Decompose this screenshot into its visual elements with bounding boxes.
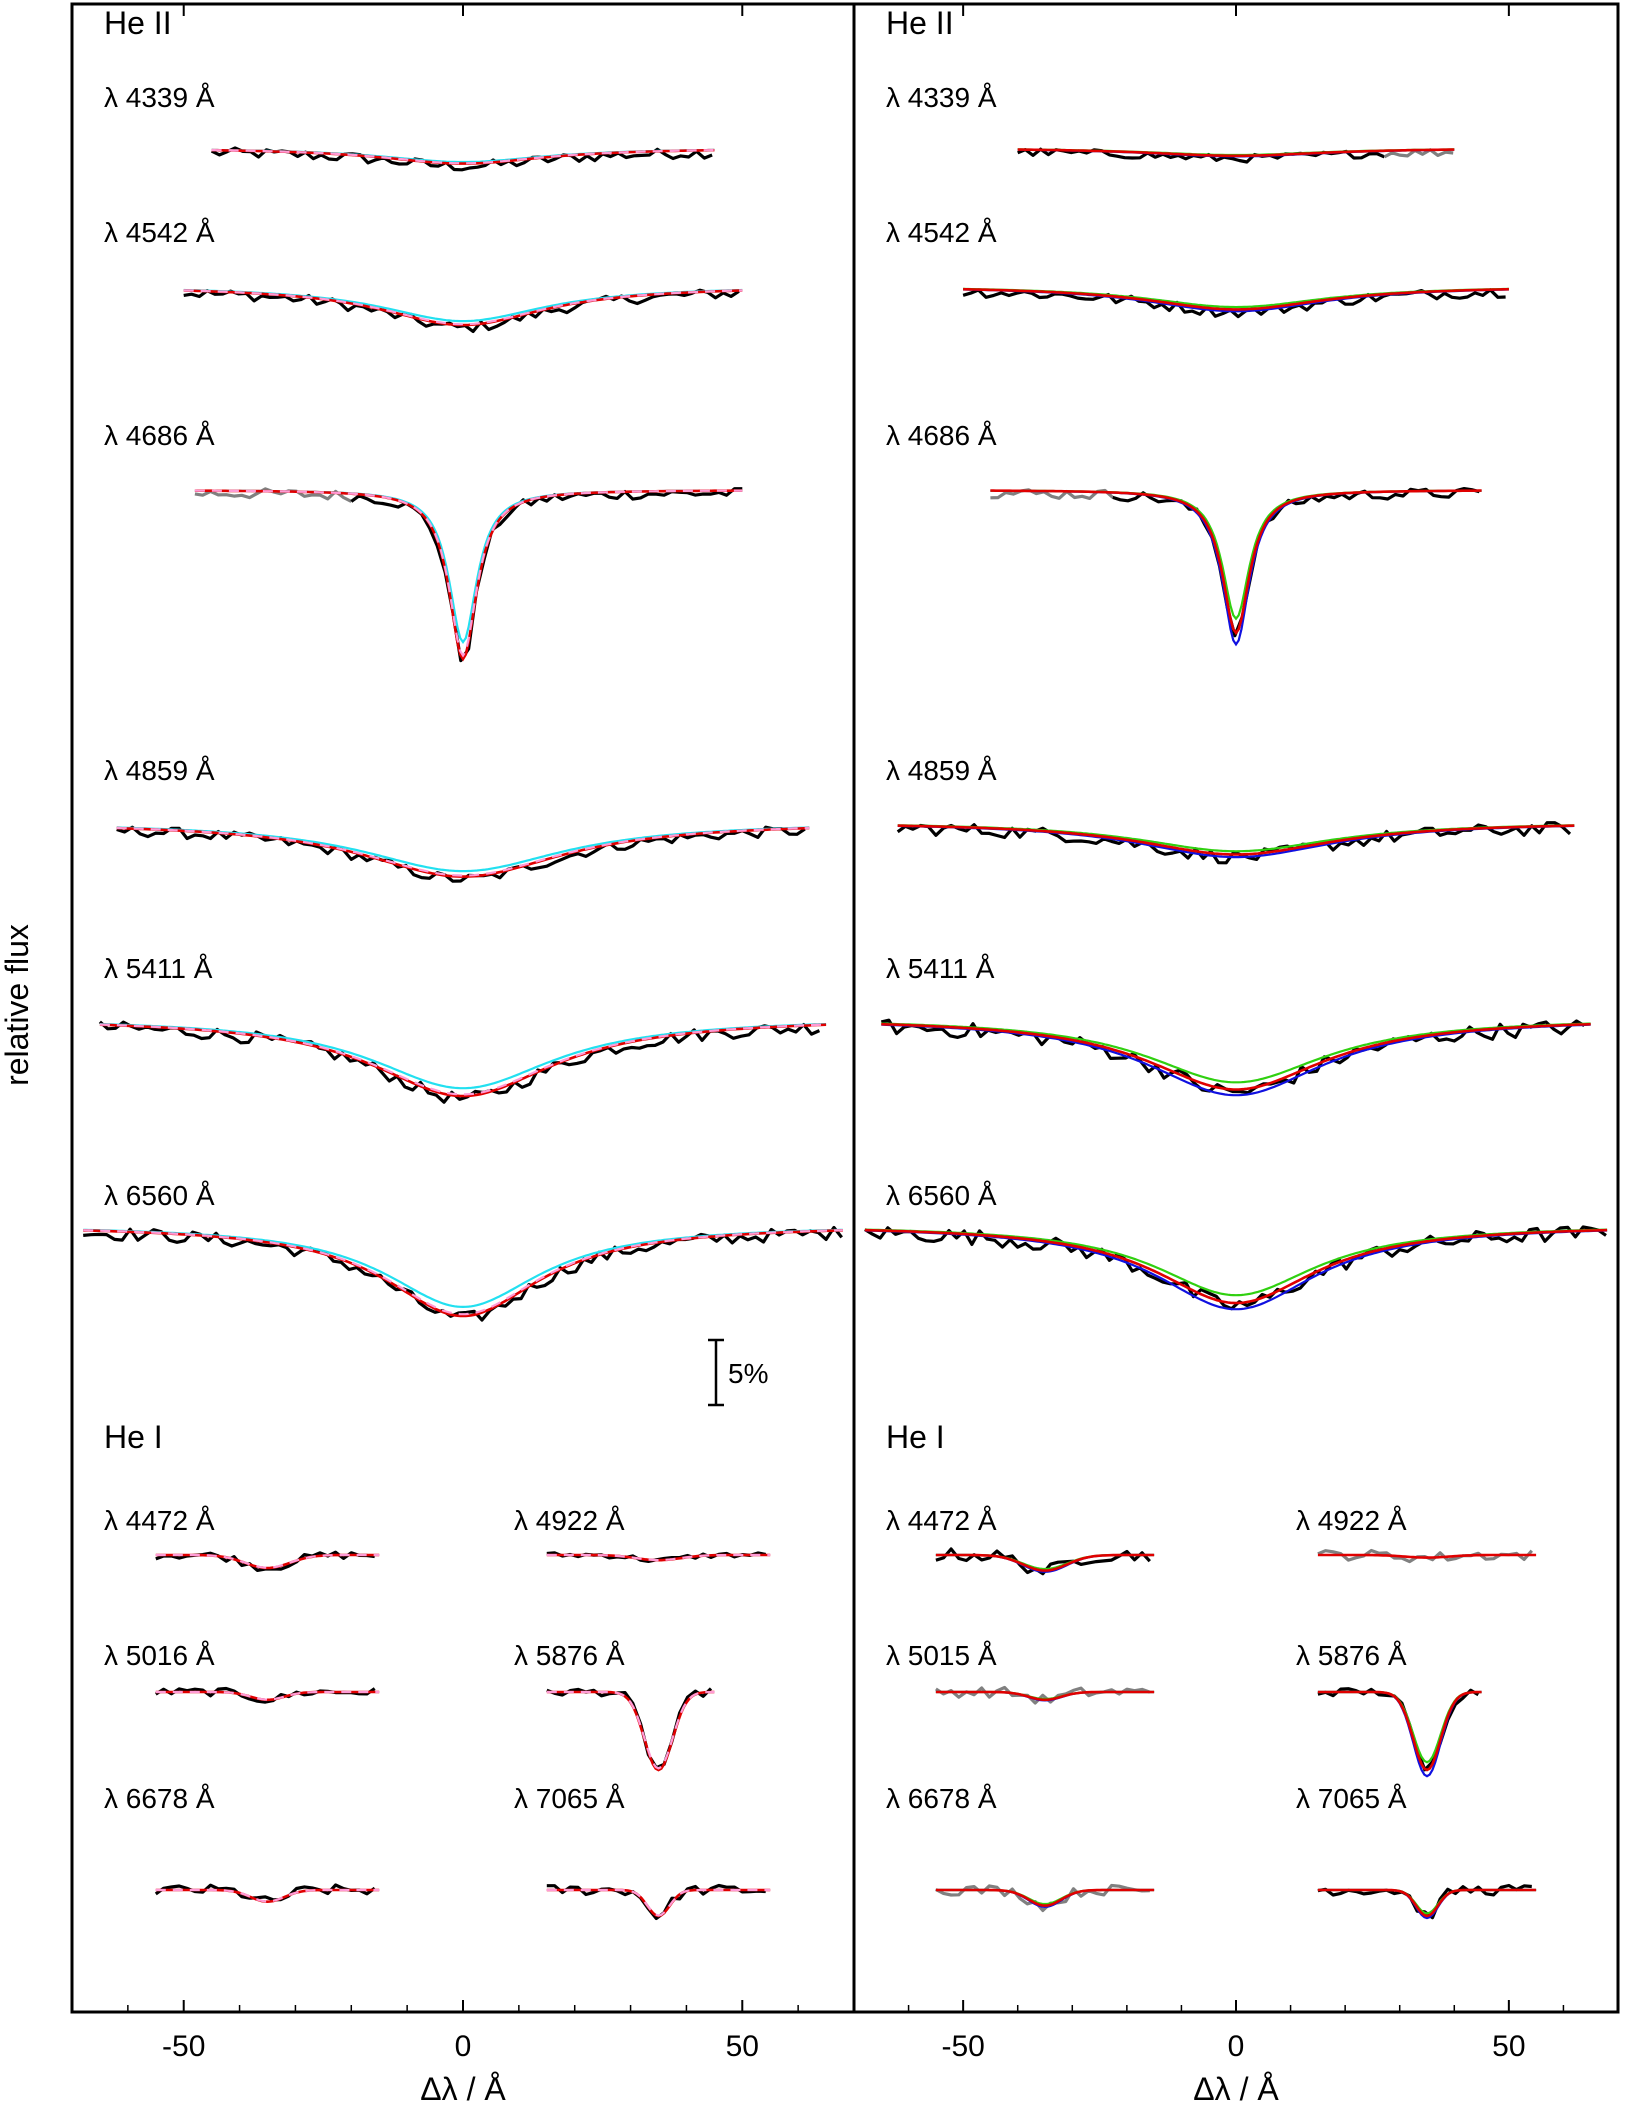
x-tick-label: 50 <box>1492 2030 1525 2063</box>
x-axis-label: Δλ / Å <box>1193 2071 1279 2107</box>
line-label: λ 6678 Å <box>886 1783 997 1814</box>
observed-spectrum-masked <box>1383 148 1454 159</box>
line-label: λ 4472 Å <box>886 1505 997 1536</box>
line-label: λ 4472 Å <box>104 1505 215 1536</box>
model-curve-pink <box>99 1023 827 1096</box>
line-label: λ 6560 Å <box>886 1180 997 1211</box>
y-axis-label: relative flux <box>0 924 35 1086</box>
model-curve-green <box>1317 1888 1537 1915</box>
model-curve-green <box>990 489 1482 621</box>
line-label: λ 4859 Å <box>104 755 215 786</box>
observed-spectrum <box>962 288 1506 319</box>
model-curve-red <box>211 148 715 165</box>
line-label: λ 7065 Å <box>514 1783 625 1814</box>
model-curve-red <box>1317 1888 1537 1918</box>
model-curve-pink <box>155 1690 380 1701</box>
line-label: λ 4339 Å <box>104 82 215 113</box>
model-curve-red <box>83 1229 843 1318</box>
model-curve-red <box>935 1888 1155 1907</box>
model-curve-red <box>864 1228 1608 1305</box>
group-label: He II <box>104 5 172 41</box>
observed-spectrum <box>864 1225 1607 1311</box>
line-label: λ 5876 Å <box>1296 1640 1407 1671</box>
model-curve-red <box>935 1690 1155 1702</box>
model-curve-pink <box>116 826 810 877</box>
line-label: λ 5411 Å <box>886 953 995 984</box>
line-label: λ 4542 Å <box>886 217 997 248</box>
x-tick-label: -50 <box>941 2030 984 2063</box>
line-label: λ 4542 Å <box>104 217 215 248</box>
x-tick-label: -50 <box>162 2030 205 2063</box>
model-curve-red <box>99 1023 827 1098</box>
model-curve-cyan <box>194 489 743 645</box>
model-curve-red <box>935 1553 1155 1572</box>
line-label: λ 4686 Å <box>886 420 997 451</box>
observed-spectrum <box>1112 487 1480 638</box>
line-label: λ 5411 Å <box>104 953 213 984</box>
model-curve-red <box>194 489 743 662</box>
observed-spectrum <box>935 1547 1151 1576</box>
line-label: λ 5015 Å <box>886 1640 997 1671</box>
line-label: λ 4922 Å <box>514 1505 625 1536</box>
model-curve-pink <box>183 289 743 326</box>
model-curve-red <box>1317 1690 1482 1772</box>
observed-spectrum <box>210 146 713 172</box>
observed-spectrum <box>98 1020 821 1104</box>
model-curve-red <box>1017 148 1455 158</box>
line-label: λ 7065 Å <box>1296 1783 1407 1814</box>
observed-spectrum <box>350 487 743 663</box>
x-tick-label: 0 <box>1228 2030 1245 2063</box>
model-curve-pink <box>194 489 743 658</box>
model-curve-red <box>897 824 1575 856</box>
model-curve-red <box>881 1022 1591 1091</box>
line-label: λ 5876 Å <box>514 1640 625 1671</box>
model-curve-pink <box>155 1553 380 1569</box>
x-tick-label: 50 <box>726 2030 759 2063</box>
scale-bar: 5% <box>708 1338 768 1407</box>
model-curve-red <box>155 1888 380 1904</box>
model-curve-cyan <box>99 1023 827 1090</box>
model-curve-green <box>935 1888 1155 1906</box>
x-axis-label: Δλ / Å <box>420 2071 506 2107</box>
right-panel: He II He I -50 0 50 Δλ / Å λ 4339 Å λ 4542 Å λ 4… <box>852 2 1620 2107</box>
observed-spectrum-masked <box>935 1883 1150 1913</box>
x-tick-label: 0 <box>455 2030 472 2063</box>
left-panel: He II He I -50 0 50 Δλ / Å λ 4339 Å λ 4542 Å λ 4… <box>70 2 856 2107</box>
observed-spectrum <box>546 1883 766 1921</box>
model-curve-pink <box>546 1690 715 1770</box>
line-label: λ 4339 Å <box>886 82 997 113</box>
model-curve-pink <box>155 1888 380 1903</box>
observed-spectrum-masked <box>990 488 1114 500</box>
model-curve-red <box>990 489 1482 636</box>
line-label: λ 6678 Å <box>104 1783 215 1814</box>
model-curve-red <box>155 1690 380 1702</box>
observed-spectrum <box>116 825 806 883</box>
group-label: He II <box>886 5 954 41</box>
line-label: λ 6560 Å <box>104 1180 215 1211</box>
model-curve-red <box>546 1888 771 1918</box>
line-label: λ 4686 Å <box>104 420 215 451</box>
group-label: He I <box>104 1419 163 1455</box>
observed-spectrum <box>83 1225 843 1322</box>
observed-spectrum <box>154 1883 376 1902</box>
scale-bar-label: 5% <box>728 1358 768 1389</box>
model-curve-pink <box>83 1229 843 1316</box>
line-label: λ 4922 Å <box>1296 1505 1407 1536</box>
model-curve-pink <box>546 1888 771 1917</box>
model-curve-blue <box>990 489 1482 647</box>
model-curve-pink <box>546 1553 771 1562</box>
model-curve-red <box>1317 1553 1537 1559</box>
model-curve-red <box>963 287 1509 311</box>
line-label: λ 5016 Å <box>104 1640 215 1671</box>
panel-frame <box>852 2 1620 2014</box>
model-curve-blue <box>864 1229 1608 1311</box>
group-label: He I <box>886 1419 945 1455</box>
panel-frame <box>70 2 856 2014</box>
line-label: λ 4859 Å <box>886 755 997 786</box>
